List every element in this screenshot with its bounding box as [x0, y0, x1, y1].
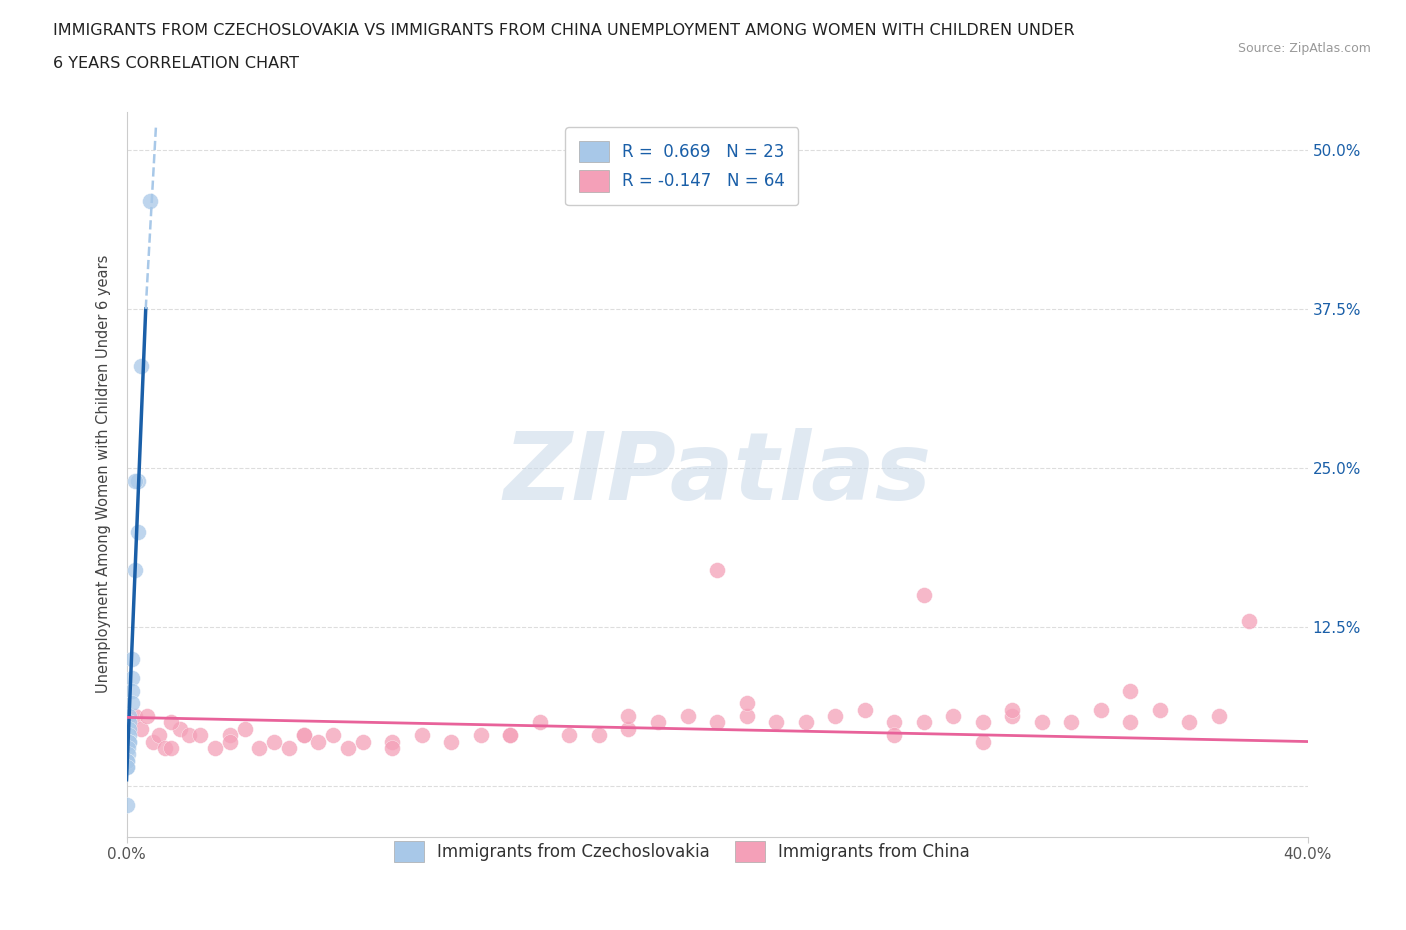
Legend: Immigrants from Czechoslovakia, Immigrants from China: Immigrants from Czechoslovakia, Immigran…	[380, 828, 983, 876]
Point	[1001, 709, 1024, 724]
Point	[1208, 709, 1230, 724]
Point	[337, 740, 360, 755]
Point	[118, 715, 141, 730]
Point	[1237, 613, 1260, 628]
Point	[735, 696, 758, 711]
Point	[121, 651, 143, 666]
Point	[411, 728, 433, 743]
Point	[1090, 702, 1112, 717]
Point	[115, 798, 138, 813]
Point	[853, 702, 876, 717]
Point	[188, 728, 212, 743]
Point	[735, 709, 758, 724]
Point	[588, 728, 610, 743]
Point	[136, 709, 159, 724]
Point	[278, 740, 301, 755]
Text: 6 YEARS CORRELATION CHART: 6 YEARS CORRELATION CHART	[53, 56, 299, 71]
Point	[292, 728, 315, 743]
Point	[129, 359, 153, 374]
Point	[169, 722, 191, 737]
Point	[118, 734, 141, 749]
Point	[972, 734, 994, 749]
Point	[1119, 684, 1142, 698]
Point	[617, 709, 640, 724]
Point	[118, 722, 141, 737]
Point	[1178, 715, 1201, 730]
Point	[381, 740, 404, 755]
Point	[381, 734, 404, 749]
Point	[1060, 715, 1083, 730]
Point	[292, 728, 315, 743]
Point	[177, 728, 200, 743]
Point	[972, 715, 994, 730]
Point	[117, 740, 139, 755]
Point	[529, 715, 551, 730]
Point	[124, 563, 146, 578]
Point	[124, 709, 146, 724]
Point	[1031, 715, 1053, 730]
Point	[160, 715, 183, 730]
Point	[263, 734, 285, 749]
Point	[706, 715, 728, 730]
Point	[322, 728, 344, 743]
Point	[499, 728, 522, 743]
Point	[647, 715, 669, 730]
Point	[118, 728, 141, 743]
Point	[115, 760, 138, 775]
Point	[121, 696, 143, 711]
Point	[115, 753, 138, 768]
Point	[1001, 702, 1024, 717]
Point	[219, 728, 242, 743]
Point	[308, 734, 330, 749]
Point	[883, 715, 905, 730]
Point	[794, 715, 817, 730]
Point	[499, 728, 522, 743]
Point	[117, 753, 139, 768]
Point	[470, 728, 492, 743]
Point	[129, 722, 153, 737]
Point	[617, 722, 640, 737]
Point	[558, 728, 581, 743]
Point	[883, 728, 905, 743]
Point	[249, 740, 271, 755]
Point	[765, 715, 787, 730]
Point	[219, 734, 242, 749]
Point	[142, 734, 165, 749]
Point	[352, 734, 374, 749]
Point	[204, 740, 226, 755]
Point	[127, 525, 149, 539]
Point	[706, 563, 728, 578]
Point	[153, 740, 176, 755]
Point	[118, 709, 141, 724]
Y-axis label: Unemployment Among Women with Children Under 6 years: Unemployment Among Women with Children U…	[96, 255, 111, 694]
Point	[148, 728, 170, 743]
Text: ZIPatlas: ZIPatlas	[503, 429, 931, 520]
Point	[121, 684, 143, 698]
Point	[160, 740, 183, 755]
Point	[440, 734, 463, 749]
Point	[233, 722, 256, 737]
Point	[676, 709, 699, 724]
Point	[117, 747, 139, 762]
Point	[1149, 702, 1171, 717]
Point	[139, 193, 162, 208]
Point	[1119, 715, 1142, 730]
Point	[824, 709, 846, 724]
Point	[118, 734, 141, 749]
Point	[115, 760, 138, 775]
Point	[127, 473, 149, 488]
Text: IMMIGRANTS FROM CZECHOSLOVAKIA VS IMMIGRANTS FROM CHINA UNEMPLOYMENT AMONG WOMEN: IMMIGRANTS FROM CZECHOSLOVAKIA VS IMMIGR…	[53, 23, 1076, 38]
Point	[912, 715, 935, 730]
Point	[121, 671, 143, 685]
Point	[942, 709, 965, 724]
Text: Source: ZipAtlas.com: Source: ZipAtlas.com	[1237, 42, 1371, 55]
Point	[912, 588, 935, 603]
Point	[124, 473, 146, 488]
